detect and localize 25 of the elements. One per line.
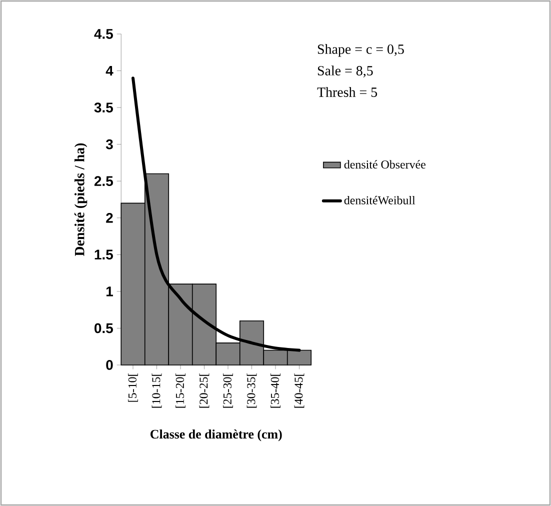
- x-tick-label: [35-40[: [270, 373, 280, 408]
- x-tick-label: [25-30[: [223, 373, 233, 408]
- x-tick-label: [5-10[: [128, 373, 138, 402]
- legend-label: densité Observée: [344, 160, 426, 169]
- y-axis-title: Densité (pieds / ha): [74, 143, 88, 256]
- y-tick-label: 0.5: [94, 323, 113, 334]
- legend-label: densitéWeibull: [344, 196, 416, 204]
- y-tick-label: 0: [106, 360, 113, 370]
- y-tick-label: 4: [106, 66, 114, 76]
- x-tick-label: [40-45[: [294, 373, 304, 408]
- text: Sale = 8,5: [318, 66, 373, 78]
- x-tick-label: [20-25[: [199, 373, 210, 408]
- x-axis-title: Classe de diamètre (cm): [150, 429, 282, 442]
- y-tick-label: 1.5: [94, 250, 113, 260]
- text: Shape = c = 0,5: [318, 44, 404, 57]
- y-tick-label: 3.5: [94, 102, 113, 112]
- y-tick-label: 1: [106, 286, 113, 296]
- y-tick-label: 2.5: [94, 176, 113, 186]
- x-tick-label: [30-35[: [246, 373, 257, 408]
- x-tick-label: [10-15[: [152, 373, 162, 408]
- y-tick-label: 4.5: [94, 29, 113, 39]
- y-tick-label: 3: [106, 139, 113, 150]
- x-tick-label: [15-20[: [176, 373, 186, 408]
- y-tick-label: 2: [106, 212, 113, 223]
- text: Thresh = 5: [317, 87, 378, 97]
